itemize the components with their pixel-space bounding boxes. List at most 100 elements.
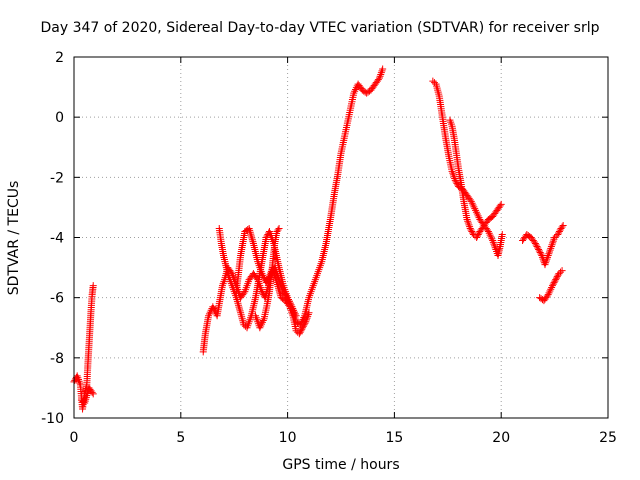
- data-point: [262, 279, 270, 287]
- data-point: [449, 169, 457, 177]
- data-point: [541, 261, 549, 269]
- data-point: [303, 314, 311, 322]
- data-point: [256, 324, 264, 332]
- data-point: [545, 250, 553, 258]
- data-point: [486, 231, 494, 239]
- data-point: [377, 70, 385, 78]
- data-point: [542, 259, 550, 267]
- data-point: [532, 241, 540, 249]
- data-point: [450, 173, 458, 181]
- data-point: [485, 229, 493, 237]
- data-point: [227, 268, 235, 276]
- data-point: [472, 206, 480, 214]
- data-point: [286, 303, 294, 311]
- data-point: [377, 69, 385, 77]
- data-point: [544, 252, 552, 260]
- data-point: [288, 310, 296, 318]
- data-point: [497, 200, 505, 208]
- data-point: [464, 219, 472, 227]
- data-point: [490, 240, 498, 248]
- data-point: [236, 307, 244, 315]
- data-point: [468, 227, 476, 235]
- data-point: [559, 221, 567, 229]
- data-point: [452, 178, 460, 186]
- data-point: [550, 279, 558, 287]
- data-point: [470, 203, 478, 211]
- x-tick-label: 20: [492, 430, 510, 446]
- data-point: [548, 283, 556, 291]
- data-point: [556, 268, 564, 276]
- data-point: [234, 301, 242, 309]
- data-point: [299, 322, 307, 330]
- data-point: [552, 274, 560, 282]
- data-point: [351, 87, 359, 95]
- data-point: [547, 244, 555, 252]
- data-point: [496, 202, 504, 210]
- data-point: [77, 396, 85, 404]
- data-point: [247, 232, 255, 240]
- data-point: [474, 212, 482, 220]
- data-point: [491, 242, 499, 250]
- chart-title: Day 347 of 2020, Sidereal Day-to-day VTE…: [40, 20, 600, 36]
- data-point: [375, 74, 383, 82]
- data-point: [76, 379, 84, 387]
- data-point: [259, 271, 267, 279]
- data-point: [551, 234, 559, 241]
- data-point: [288, 308, 296, 316]
- data-point: [466, 224, 474, 232]
- data-point: [473, 210, 481, 218]
- data-point: [258, 320, 266, 328]
- axis-ticks: 0 5 10 15 20 25 -10 -8 -6 -4 -2 0 2: [41, 50, 617, 446]
- data-point: [533, 243, 541, 251]
- data-point: [302, 318, 310, 326]
- data-point: [536, 249, 544, 257]
- data-point: [260, 273, 268, 281]
- data-point: [249, 238, 257, 246]
- data-point: [491, 244, 499, 252]
- data-point: [274, 226, 282, 234]
- data-point: [257, 322, 265, 330]
- data-point: [543, 255, 551, 263]
- data-point: [554, 230, 562, 238]
- data-point: [297, 327, 305, 335]
- data-point: [236, 305, 244, 313]
- data-point: [300, 321, 308, 329]
- data-point: [75, 377, 83, 385]
- x-tick-label: 25: [599, 430, 617, 446]
- data-point: [469, 201, 477, 209]
- data-point: [468, 199, 476, 207]
- data-point: [463, 215, 471, 223]
- data-point: [275, 224, 283, 232]
- data-point: [555, 229, 563, 237]
- data-point: [537, 250, 545, 258]
- data-point: [471, 205, 479, 213]
- data-point: [545, 248, 553, 256]
- data-point: [489, 238, 497, 246]
- data-point: [467, 226, 475, 234]
- data-point: [209, 303, 217, 311]
- data-point: [430, 79, 438, 87]
- y-tick-label: -10: [41, 411, 64, 427]
- data-point: [378, 67, 386, 75]
- data-point: [549, 280, 557, 288]
- y-tick-label: -6: [50, 291, 64, 307]
- data-point: [210, 304, 218, 312]
- data-point: [304, 312, 312, 320]
- data-point: [73, 372, 81, 380]
- data-point: [211, 306, 219, 314]
- data-point: [376, 72, 384, 80]
- data-point: [548, 282, 556, 290]
- data-point: [544, 291, 552, 299]
- data-point: [549, 239, 557, 247]
- data-point: [547, 285, 555, 293]
- data-point: [484, 227, 492, 235]
- data-point: [350, 89, 358, 97]
- data-point: [74, 374, 82, 382]
- data-point: [473, 232, 481, 240]
- data-point: [498, 230, 506, 238]
- data-point: [538, 252, 546, 260]
- data-point: [89, 390, 97, 398]
- data-point: [379, 65, 387, 73]
- x-tick-label: 10: [279, 430, 297, 446]
- y-tick-label: -8: [50, 351, 64, 367]
